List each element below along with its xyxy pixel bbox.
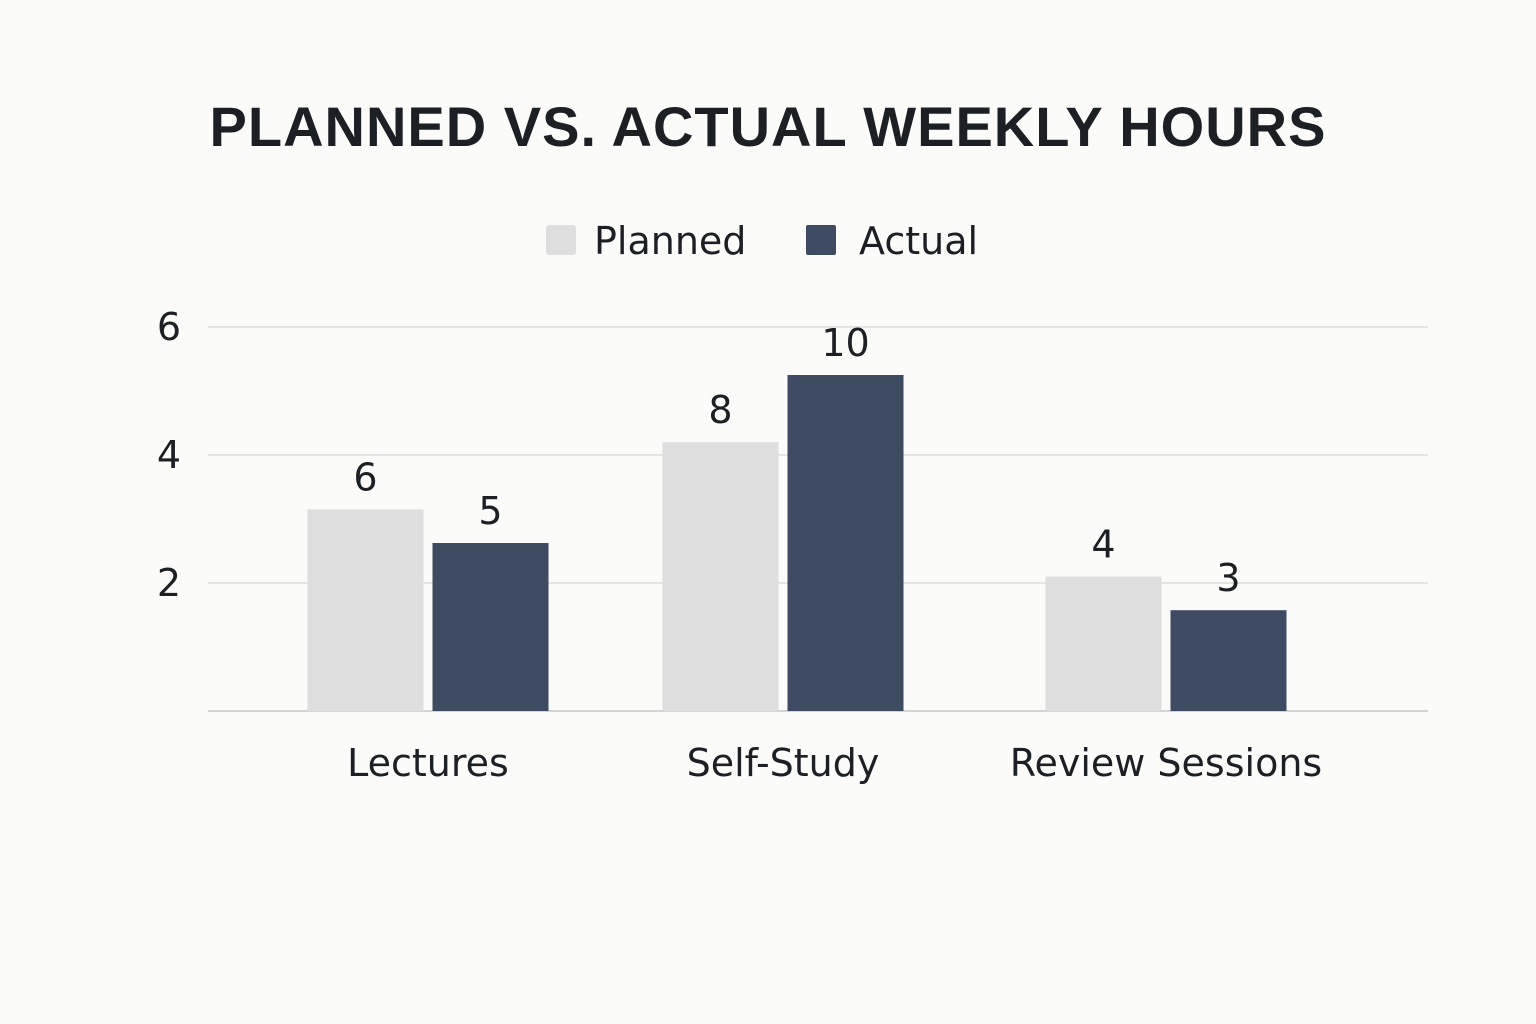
- bar-planned-lectures: [307, 509, 424, 711]
- y-tick-label-4: 4: [157, 433, 181, 477]
- bar-actual-review-sessions: [1170, 610, 1287, 711]
- y-tick-label-6: 6: [157, 305, 181, 349]
- category-label-self-study: Self-Study: [687, 741, 880, 785]
- legend-swatch-actual: [806, 225, 836, 255]
- bar-actual-self-study: [787, 375, 904, 711]
- data-label-actual-review-sessions: 3: [1216, 556, 1240, 600]
- data-label-planned-review-sessions: 4: [1091, 523, 1115, 567]
- data-label-actual-lectures: 5: [478, 489, 502, 533]
- bar-actual-lectures: [432, 543, 549, 711]
- bar-planned-review-sessions: [1045, 576, 1162, 711]
- data-labels: 6 5 8 10 4 3: [353, 321, 1240, 600]
- category-label-lectures: Lectures: [347, 741, 509, 785]
- category-labels: Lectures Self-Study Review Sessions: [347, 741, 1322, 785]
- category-label-review-sessions: Review Sessions: [1010, 741, 1322, 785]
- y-tick-label-2: 2: [157, 561, 181, 605]
- legend-swatch-planned: [546, 225, 576, 255]
- data-label-planned-self-study: 8: [708, 388, 732, 432]
- legend-label-actual: Actual: [859, 219, 978, 263]
- chart-title: PLANNED VS. ACTUAL WEEKLY HOURS: [210, 95, 1327, 158]
- legend: Planned Actual: [546, 219, 978, 263]
- bar-planned-self-study: [662, 442, 779, 711]
- legend-label-planned: Planned: [594, 219, 746, 263]
- bars: [307, 375, 1287, 711]
- y-axis-ticks: 2 4 6: [157, 305, 181, 605]
- data-label-actual-self-study: 10: [821, 321, 869, 365]
- data-label-planned-lectures: 6: [353, 455, 377, 499]
